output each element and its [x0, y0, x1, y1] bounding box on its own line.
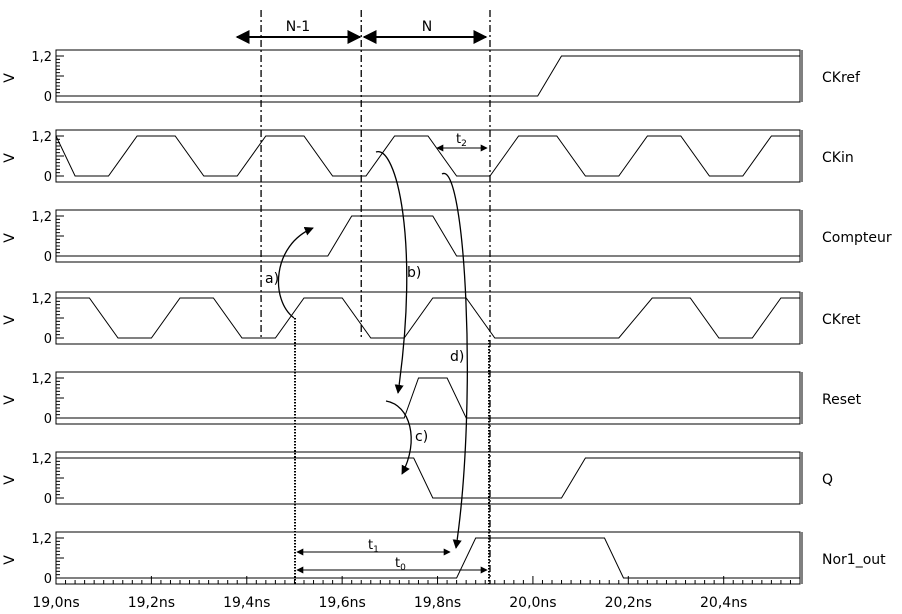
x-tick-label: 19,0ns: [32, 595, 79, 611]
y-tick-label-low: 0: [44, 90, 52, 105]
t2-label: t2: [456, 132, 467, 149]
signal-name: Reset: [822, 392, 862, 408]
y-tick-label-high: 1,2: [31, 532, 52, 547]
arrow-c-label: c): [415, 429, 428, 445]
panel-frame: [55, 451, 801, 505]
signal-panel-q: 1,2 0 V Q: [2, 451, 833, 507]
signal-name: Q: [822, 472, 833, 488]
arrow-d: [441, 173, 468, 549]
signal-panel-ckin: 1,2 0 V CKin: [2, 129, 854, 185]
y-axis-label: V: [2, 73, 18, 83]
waveform-compteur: [56, 215, 800, 257]
signal-name: CKin: [822, 150, 854, 166]
x-tick-label: 20,4ns: [700, 595, 747, 611]
y-axis-label: V: [2, 233, 18, 243]
signal-name: CKref: [822, 70, 861, 86]
cycle-n-minus-1-label: N-1: [286, 19, 310, 35]
signal-panels: 1,2 0 V CKref 1,2 0 V CKin 1,2 0 V Compteur 1,2 0 V CKr…: [2, 49, 892, 587]
arrow-c: [385, 400, 412, 475]
y-tick-label-low: 0: [44, 492, 52, 507]
x-tick-label: 19,4ns: [223, 595, 270, 611]
signal-panel-ckret: 1,2 0 V CKret: [2, 291, 861, 347]
arrow-a: [277, 226, 314, 319]
signal-name: Compteur: [822, 230, 892, 246]
y-tick-label-high: 1,2: [31, 292, 52, 307]
waveform-ckret: [56, 297, 800, 339]
signal-name: Nor1_out: [822, 552, 886, 568]
panel-frame: [55, 209, 801, 263]
y-tick-label-high: 1,2: [31, 452, 52, 467]
arrow-d-label: d): [450, 349, 464, 365]
x-tick-label: 19,8ns: [414, 595, 461, 611]
panel-frame: [55, 291, 801, 345]
cycle-markers: N-1 N: [235, 10, 491, 584]
time-axis: 19,0ns 19,2ns 19,4ns 19,6ns 19,8ns 20,0ns 20,2…: [32, 576, 801, 611]
x-tick-label: 19,2ns: [128, 595, 175, 611]
signal-panel-ckref: 1,2 0 V CKref: [2, 49, 861, 105]
arrow-b: [375, 151, 408, 394]
signal-panel-compteur: 1,2 0 V Compteur: [2, 209, 892, 265]
timing-measurements: t1 t0 t2: [296, 132, 488, 574]
y-tick-label-low: 0: [44, 412, 52, 427]
y-tick-label-high: 1,2: [31, 130, 52, 145]
timing-reference-lines: [294, 318, 490, 584]
y-tick-label-high: 1,2: [31, 50, 52, 65]
x-tick-label: 20,0ns: [509, 595, 556, 611]
t1-label: t1: [368, 538, 379, 555]
y-axis-label: V: [2, 153, 18, 163]
signal-panel-reset: 1,2 0 V Reset: [2, 371, 862, 427]
y-axis-label: V: [2, 475, 18, 485]
waveform-nor1_out: [56, 537, 800, 579]
y-axis-label: V: [2, 315, 18, 325]
y-tick-label-high: 1,2: [31, 210, 52, 225]
cycle-n-label: N: [422, 19, 432, 35]
y-tick-label-low: 0: [44, 572, 52, 587]
y-axis-label: V: [2, 555, 18, 565]
panel-frame: [55, 129, 801, 183]
signal-name: CKret: [822, 312, 861, 328]
t0-label: t0: [395, 556, 406, 573]
signal-panel-nor1_out: 1,2 0 V Nor1_out: [2, 531, 886, 587]
panel-frame: [55, 531, 801, 585]
causal-arrows: a) b) c) d): [265, 151, 468, 549]
y-tick-label-low: 0: [44, 332, 52, 347]
y-tick-label-low: 0: [44, 250, 52, 265]
y-tick-label-low: 0: [44, 170, 52, 185]
arrow-b-label: b): [407, 265, 421, 281]
waveform-q: [56, 457, 800, 499]
y-axis-label: V: [2, 395, 18, 405]
x-tick-label: 19,6ns: [318, 595, 365, 611]
waveform-ckin: [55, 135, 800, 177]
waveform-reset: [56, 377, 800, 419]
panel-frame: [55, 49, 801, 103]
arrow-a-label: a): [265, 271, 279, 287]
x-tick-label: 20,2ns: [605, 595, 652, 611]
y-tick-label-high: 1,2: [31, 372, 52, 387]
waveform-ckref: [56, 55, 800, 97]
panel-frame: [55, 371, 801, 425]
